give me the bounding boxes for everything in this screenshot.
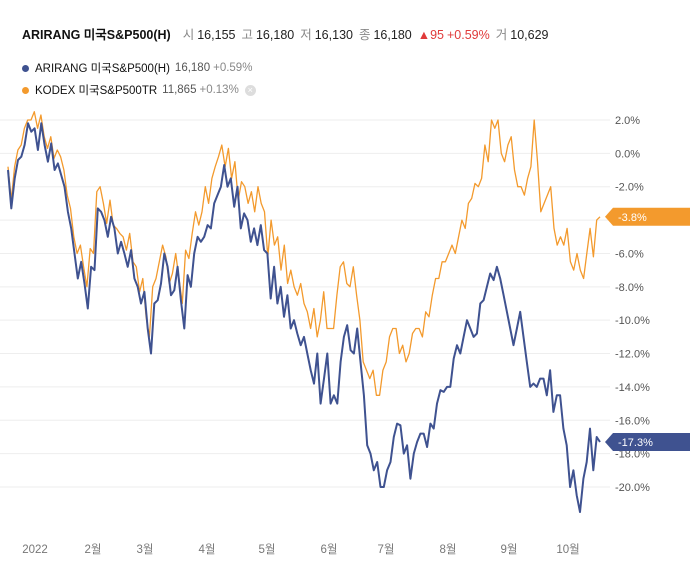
x-tick-label: 2월 [85, 543, 102, 556]
legend-series-value: 11,865 [162, 84, 197, 96]
series-color-dot [22, 86, 29, 94]
y-tick-label: -20.0% [615, 482, 650, 494]
legend-item-kodex[interactable]: KODEX 미국S&P500TR 11,865 +0.13% × [22, 79, 256, 101]
y-tick-label: -12.0% [615, 349, 650, 361]
security-name: ARIRANG 미국S&P500(H) [22, 28, 171, 42]
y-tick-label: -18.0% [615, 449, 650, 461]
y-tick-label: -8.0% [615, 282, 644, 294]
low-label: 저 [300, 28, 312, 42]
open-label: 시 [182, 28, 195, 42]
price-change-pct: +0.59% [447, 28, 490, 42]
y-tick-label: -16.0% [615, 415, 650, 427]
y-tick-label: 0.0% [615, 148, 640, 160]
legend-series-name: KODEX 미국S&P500TR [35, 85, 158, 97]
last-value-label: -3.8% [618, 212, 647, 224]
x-tick-label: 5월 [259, 543, 276, 556]
x-tick-label: 4월 [199, 543, 216, 556]
open-price: 16,155 [197, 28, 236, 42]
close-price: 16,180 [373, 28, 412, 42]
volume-value: 10,629 [510, 28, 549, 42]
x-tick-label: 3월 [137, 543, 154, 556]
price-change: ▲95 [417, 28, 444, 42]
series-line-arirang [7, 122, 601, 513]
y-tick-label: 2.0% [615, 115, 640, 127]
legend-series-name: ARIRANG 미국S&P500(H) [35, 63, 170, 75]
x-tick-label: 7월 [378, 543, 395, 556]
legend-series-change: +0.59% [213, 62, 253, 74]
series-color-dot [22, 64, 29, 72]
volume-label: 거 [495, 28, 508, 42]
y-tick-label: -6.0% [615, 248, 644, 260]
y-tick-label: -14.0% [615, 382, 650, 394]
last-value-tag [605, 207, 690, 226]
quote-header: ARIRANG 미국S&P500(H) 시 16,155 고 16,180 저 … [22, 24, 555, 42]
legend-series-value: 16,180 [174, 62, 211, 74]
legend-series-change: +0.13% [199, 84, 239, 96]
y-tick-label: -10.0% [615, 315, 650, 327]
x-tick-label: 10월 [556, 543, 579, 556]
close-label: 종 [358, 28, 371, 42]
x-tick-label: 6월 [321, 543, 338, 556]
close-icon[interactable]: × [244, 84, 256, 96]
chart-legend: ARIRANG 미국S&P500(H) 16,180 +0.59% KODEX … [22, 57, 256, 101]
series-line-kodex [7, 111, 601, 396]
x-tick-label: 8월 [440, 543, 457, 556]
low-price: 16,130 [314, 28, 353, 42]
x-tick-label: 2022 [22, 544, 48, 556]
y-tick-label: -2.0% [615, 182, 644, 194]
last-value-tag [605, 432, 690, 451]
x-tick-label: 9월 [501, 543, 518, 556]
high-price: 16,180 [255, 28, 295, 42]
last-value-label: -17.3% [618, 437, 653, 449]
high-label: 고 [241, 28, 253, 42]
legend-item-arirang[interactable]: ARIRANG 미국S&P500(H) 16,180 +0.59% [22, 57, 256, 79]
